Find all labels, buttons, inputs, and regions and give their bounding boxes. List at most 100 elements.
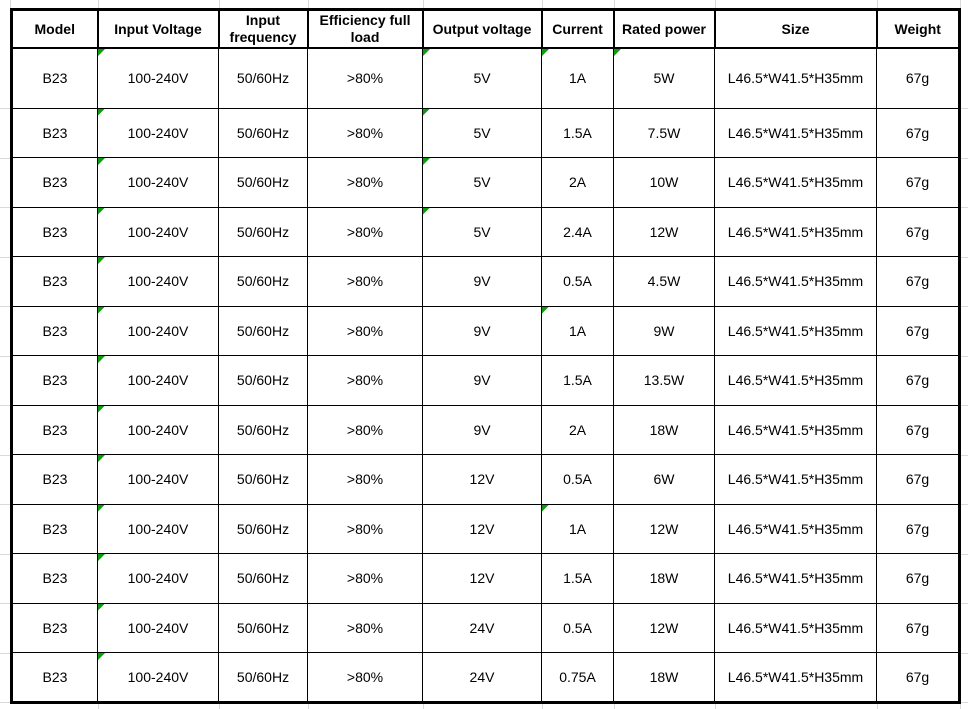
cell-weight: 67g bbox=[876, 355, 960, 406]
cell-input-frequency: 50/60Hz bbox=[218, 47, 308, 109]
gridline-stub bbox=[961, 306, 968, 307]
cell-efficiency: >80% bbox=[307, 652, 423, 703]
gridline-stub bbox=[10, 0, 11, 8]
col-header-model: Model bbox=[10, 8, 99, 49]
cell-input-voltage: 100-240V bbox=[97, 652, 219, 703]
gridline-stub bbox=[961, 454, 968, 456]
cell-input-frequency: 50/60Hz bbox=[218, 355, 308, 406]
cell-model: B23 bbox=[11, 355, 98, 406]
gridline-stub bbox=[422, 703, 424, 709]
gridline-stub bbox=[0, 603, 10, 604]
cell-output-voltage: 24V bbox=[422, 652, 542, 703]
cell-rated-power: 4.5W bbox=[613, 256, 715, 307]
cell-flag-triangle-icon bbox=[423, 158, 430, 165]
col-header-input-frequency: Input frequency bbox=[217, 8, 309, 49]
gridline-stub bbox=[959, 0, 961, 8]
cell-efficiency: >80% bbox=[307, 157, 423, 208]
cell-efficiency: >80% bbox=[307, 256, 423, 307]
cell-size: L46.5*W41.5*H35mm bbox=[714, 404, 877, 455]
cell-weight: 67g bbox=[876, 553, 960, 604]
cell-current: 2A bbox=[541, 404, 614, 455]
cell-efficiency: >80% bbox=[307, 503, 423, 554]
cell-input-frequency: 50/60Hz bbox=[218, 157, 308, 208]
cell-input-voltage: 100-240V bbox=[97, 206, 219, 257]
cell-size: L46.5*W41.5*H35mm bbox=[714, 652, 877, 703]
cell-flag-triangle-icon bbox=[423, 49, 430, 56]
cell-output-voltage: 9V bbox=[422, 256, 542, 307]
cell-flag-triangle-icon bbox=[98, 455, 105, 462]
cell-efficiency: >80% bbox=[307, 355, 423, 406]
cell-size: L46.5*W41.5*H35mm bbox=[714, 503, 877, 554]
gridline-stub bbox=[961, 108, 968, 109]
cell-size: L46.5*W41.5*H35mm bbox=[714, 256, 877, 307]
cell-weight: 67g bbox=[876, 107, 960, 158]
table-row: B23 100-240V 50/60Hz >80% 5V 1.5A 7.5W L… bbox=[11, 107, 960, 158]
cell-efficiency: >80% bbox=[307, 553, 423, 604]
cell-output-voltage: 5V bbox=[422, 107, 542, 158]
power-adapter-spec-table: Model Input Voltage Input frequency Effi… bbox=[10, 8, 961, 704]
cell-input-voltage: 100-240V bbox=[97, 404, 219, 455]
cell-efficiency: >80% bbox=[307, 206, 423, 257]
cell-weight: 67g bbox=[876, 47, 960, 109]
cell-current: 0.5A bbox=[541, 602, 614, 653]
cell-rated-power: 12W bbox=[613, 602, 715, 653]
cell-input-frequency: 50/60Hz bbox=[218, 652, 308, 703]
cell-flag-triangle-icon bbox=[98, 158, 105, 165]
cell-weight: 67g bbox=[876, 602, 960, 653]
gridline-stub bbox=[0, 553, 10, 555]
cell-output-voltage: 9V bbox=[422, 355, 542, 406]
cell-current: 1A bbox=[541, 503, 614, 554]
cell-flag-triangle-icon bbox=[542, 504, 549, 512]
cell-model: B23 bbox=[11, 107, 98, 158]
cell-weight: 67g bbox=[876, 404, 960, 455]
col-header-efficiency: Efficiency full load bbox=[306, 8, 424, 49]
cell-input-frequency: 50/60Hz bbox=[218, 553, 308, 604]
cell-flag-triangle-icon bbox=[98, 108, 105, 116]
gridline-stub bbox=[961, 702, 968, 703]
cell-current: 1.5A bbox=[541, 553, 614, 604]
cell-weight: 67g bbox=[876, 652, 960, 703]
gridline-stub bbox=[541, 703, 543, 709]
cell-size: L46.5*W41.5*H35mm bbox=[714, 602, 877, 653]
gridline-stub bbox=[0, 454, 10, 456]
cell-model: B23 bbox=[11, 157, 98, 208]
cell-efficiency: >80% bbox=[307, 602, 423, 653]
cell-model: B23 bbox=[11, 602, 98, 653]
cell-model: B23 bbox=[11, 503, 98, 554]
cell-rated-power: 18W bbox=[613, 652, 715, 703]
cell-current: 2.4A bbox=[541, 206, 614, 257]
cell-flag-triangle-icon bbox=[98, 306, 105, 314]
table-row: B23 100-240V 50/60Hz >80% 9V 2A 18W L46.… bbox=[11, 404, 960, 455]
gridline-stub bbox=[0, 207, 10, 208]
cell-rated-power: 9W bbox=[613, 305, 715, 356]
gridline-stub bbox=[0, 256, 10, 258]
gridline-stub bbox=[613, 0, 615, 8]
cell-rated-power: 5W bbox=[613, 47, 715, 109]
cell-efficiency: >80% bbox=[307, 454, 423, 505]
gridline-stub bbox=[961, 405, 968, 406]
gridline-stub bbox=[97, 0, 99, 8]
cell-flag-triangle-icon bbox=[98, 356, 105, 363]
cell-input-frequency: 50/60Hz bbox=[218, 305, 308, 356]
cell-input-voltage: 100-240V bbox=[97, 157, 219, 208]
cell-flag-triangle-icon bbox=[542, 49, 549, 56]
cell-current: 1.5A bbox=[541, 107, 614, 158]
cell-efficiency: >80% bbox=[307, 47, 423, 109]
cell-input-frequency: 50/60Hz bbox=[218, 503, 308, 554]
gridline-stub bbox=[961, 256, 968, 258]
col-header-current: Current bbox=[540, 8, 615, 49]
cell-output-voltage: 5V bbox=[422, 47, 542, 109]
cell-input-voltage: 100-240V bbox=[97, 107, 219, 158]
cell-output-voltage: 24V bbox=[422, 602, 542, 653]
cell-flag-triangle-icon bbox=[98, 554, 105, 561]
cell-size: L46.5*W41.5*H35mm bbox=[714, 355, 877, 406]
col-header-weight: Weight bbox=[875, 8, 961, 49]
table-row: B23 100-240V 50/60Hz >80% 5V 1A 5W L46.5… bbox=[11, 47, 960, 109]
gridline-stub bbox=[714, 0, 716, 8]
cell-size: L46.5*W41.5*H35mm bbox=[714, 157, 877, 208]
table-body: B23 100-240V 50/60Hz >80% 5V 1A 5W L46.5… bbox=[11, 47, 960, 703]
table-row: B23 100-240V 50/60Hz >80% 24V 0.5A 12W L… bbox=[11, 602, 960, 653]
table-row: B23 100-240V 50/60Hz >80% 5V 2A 10W L46.… bbox=[11, 157, 960, 208]
cell-weight: 67g bbox=[876, 503, 960, 554]
